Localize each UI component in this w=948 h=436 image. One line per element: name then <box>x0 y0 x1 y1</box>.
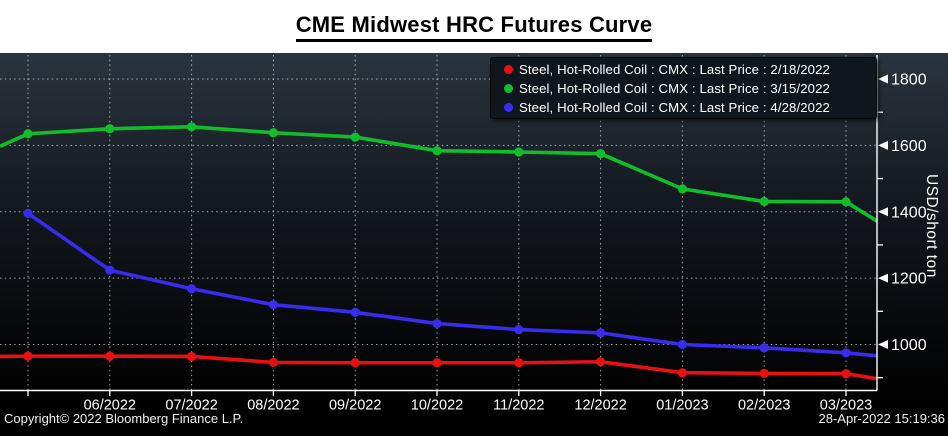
legend-red-dot-icon <box>504 64 513 74</box>
data-point-2-01/2023[interactable] <box>677 339 688 350</box>
data-point-2-06/2022[interactable] <box>105 265 115 275</box>
legend-item-blue[interactable]: Steel, Hot-Rolled Coil : CMX : Last Pric… <box>491 98 876 117</box>
y-tick-label: 1200 <box>891 271 927 288</box>
data-point-2-05/2022[interactable] <box>23 208 33 219</box>
data-point-2-12/2022[interactable] <box>596 328 606 338</box>
y-tick-arrow-icon <box>878 207 888 217</box>
y-tick-arrow-icon <box>878 74 888 84</box>
data-point-2-09/2022[interactable] <box>350 307 360 317</box>
chart-panel: 06/2022 07/2022 08/2022 09/2022 10/2022 11/20… <box>0 53 948 436</box>
data-point-1-03/2023[interactable] <box>841 197 851 207</box>
x-tick-label: 02/2023 <box>738 398 790 414</box>
legend-item-green[interactable]: Steel, Hot-Rolled Coil : CMX : Last Pric… <box>491 79 876 98</box>
data-point-1-09/2022[interactable] <box>350 132 360 142</box>
data-point-0-05/2022[interactable] <box>23 351 33 361</box>
data-point-2-02/2023[interactable] <box>759 343 769 353</box>
data-point-2-03/2023[interactable] <box>841 348 851 358</box>
x-tick-label: 03/2023 <box>820 398 872 414</box>
data-point-1-07/2022[interactable] <box>187 122 197 132</box>
page-title: CME Midwest HRC Futures Curve <box>295 12 653 42</box>
data-point-1-10/2022[interactable] <box>432 146 442 156</box>
data-point-2-08/2022[interactable] <box>268 300 278 310</box>
data-point-2-11/2022[interactable] <box>514 324 524 335</box>
y-tick-arrow-icon <box>878 273 888 283</box>
x-tick-label: 06/2022 <box>84 398 136 414</box>
data-point-1-05/2022[interactable] <box>23 129 33 139</box>
legend-item-label: Steel, Hot-Rolled Coil : CMX : Last Pric… <box>519 61 830 77</box>
data-point-1-12/2022[interactable] <box>596 149 606 159</box>
y-tick-label: 1000 <box>891 337 927 354</box>
series-line-2[interactable] <box>26 211 878 358</box>
x-tick-label: 09/2022 <box>329 398 381 414</box>
x-tick-label: 12/2022 <box>574 398 626 414</box>
data-point-1-02/2023[interactable] <box>759 196 769 207</box>
x-tick-label: 01/2023 <box>656 398 708 414</box>
data-point-2-07/2022[interactable] <box>187 284 197 294</box>
data-point-0-06/2022[interactable] <box>105 351 115 361</box>
data-point-1-08/2022[interactable] <box>268 128 278 138</box>
series-line-1[interactable] <box>0 124 878 223</box>
data-point-0-08/2022[interactable] <box>268 357 278 368</box>
legend-item-red[interactable]: Steel, Hot-Rolled Coil : CMX : Last Pric… <box>491 60 876 79</box>
copyright-text: Copyright© 2022 Bloomberg Finance L.P. <box>4 410 244 426</box>
data-point-0-10/2022[interactable] <box>432 358 442 368</box>
y-tick-label: 1800 <box>891 72 927 89</box>
x-tick-label: 11/2022 <box>493 398 544 414</box>
y-tick-arrow-icon <box>878 340 888 349</box>
y-axis-title: USD/short ton <box>923 174 940 278</box>
x-tick-label: 07/2022 <box>165 398 217 414</box>
footer-bar: Copyright© 2022 Bloomberg Finance L.P. 2… <box>0 407 948 429</box>
title-bar: CME Midwest HRC Futures Curve <box>0 0 948 53</box>
data-point-0-03/2023[interactable] <box>841 369 851 379</box>
legend-item-label: Steel, Hot-Rolled Coil : CMX : Last Pric… <box>519 80 830 96</box>
legend-item-label: Steel, Hot-Rolled Coil : CMX : Last Pric… <box>519 99 830 115</box>
legend-green-dot-icon <box>504 83 513 93</box>
data-point-0-07/2022[interactable] <box>187 351 197 362</box>
legend: Steel, Hot-Rolled Coil : CMX : Last Pric… <box>490 57 877 119</box>
data-point-0-01/2023[interactable] <box>677 368 688 378</box>
data-point-0-02/2023[interactable] <box>759 368 769 378</box>
timestamp-text: 28-Apr-2022 15:19:36 <box>818 410 945 426</box>
legend-blue-dot-icon <box>504 102 513 112</box>
y-tick-label: 1400 <box>891 204 927 221</box>
y-tick-arrow-icon <box>878 140 888 150</box>
y-tick-label: 1600 <box>891 138 927 155</box>
data-point-1-11/2022[interactable] <box>514 147 524 157</box>
futures-curve-plot[interactable]: 06/2022 07/2022 08/2022 09/2022 10/2022 11/20… <box>0 53 948 436</box>
data-point-0-11/2022[interactable] <box>514 358 524 368</box>
data-point-0-12/2022[interactable] <box>596 357 606 367</box>
data-point-0-09/2022[interactable] <box>350 358 360 368</box>
x-tick-label: 10/2022 <box>411 398 463 414</box>
data-point-1-06/2022[interactable] <box>105 124 115 134</box>
data-point-2-10/2022[interactable] <box>432 318 442 329</box>
x-tick-label: 08/2022 <box>247 398 299 414</box>
data-point-1-01/2023[interactable] <box>677 184 688 194</box>
